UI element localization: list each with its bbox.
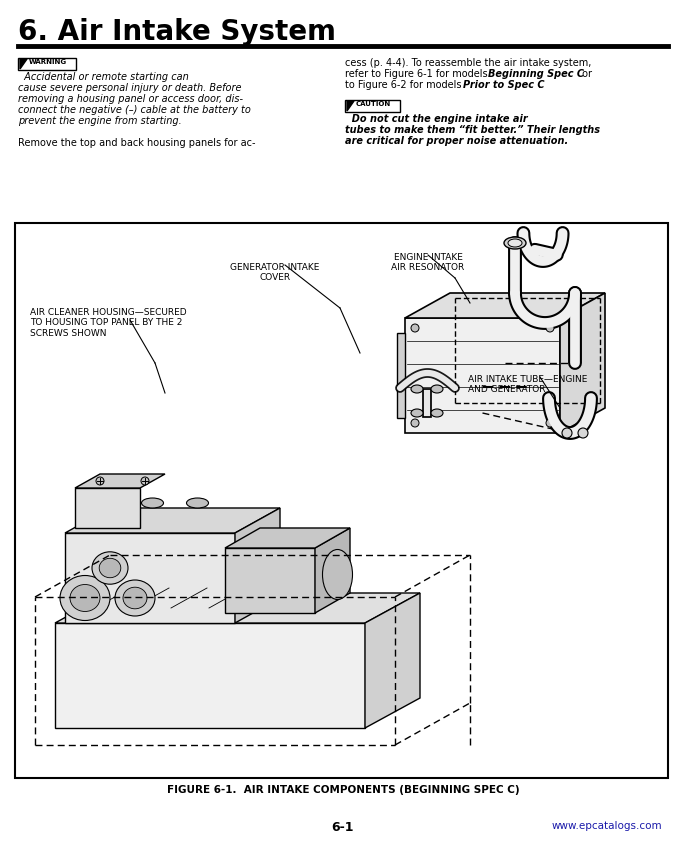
Text: Do not cut the engine intake air: Do not cut the engine intake air <box>345 114 528 124</box>
Polygon shape <box>405 293 605 318</box>
Text: 6-1: 6-1 <box>332 821 354 834</box>
Text: .: . <box>538 80 541 90</box>
Text: WARNING: WARNING <box>29 60 67 66</box>
Ellipse shape <box>97 498 119 508</box>
Text: tubes to make them “fit better.” Their lengths: tubes to make them “fit better.” Their l… <box>345 125 600 135</box>
Text: CAUTION: CAUTION <box>356 102 391 108</box>
Text: Accidental or remote starting can: Accidental or remote starting can <box>18 72 189 82</box>
Circle shape <box>411 419 419 427</box>
Text: 6. Air Intake System: 6. Air Intake System <box>18 18 336 46</box>
Text: FIGURE 6-1.  AIR INTAKE COMPONENTS (BEGINNING SPEC C): FIGURE 6-1. AIR INTAKE COMPONENTS (BEGIN… <box>167 785 519 795</box>
Ellipse shape <box>141 498 163 508</box>
Text: www.epcatalogs.com: www.epcatalogs.com <box>552 821 662 831</box>
Text: or: or <box>579 69 592 79</box>
Ellipse shape <box>123 587 147 608</box>
Text: are critical for proper noise attenuation.: are critical for proper noise attenuatio… <box>345 136 568 146</box>
Text: cause severe personal injury or death. Before: cause severe personal injury or death. B… <box>18 83 241 93</box>
Polygon shape <box>560 293 605 433</box>
Text: AIR CLEANER HOUSING—SECURED
TO HOUSING TOP PANEL BY THE 2
SCREWS SHOWN: AIR CLEANER HOUSING—SECURED TO HOUSING T… <box>30 308 187 337</box>
Polygon shape <box>405 318 560 433</box>
Text: ENGINE INTAKE
AIR RESONATOR: ENGINE INTAKE AIR RESONATOR <box>392 253 464 273</box>
Ellipse shape <box>92 551 128 584</box>
Circle shape <box>96 477 104 485</box>
Text: to Figure 6-2 for models: to Figure 6-2 for models <box>345 80 464 90</box>
Circle shape <box>411 324 419 332</box>
Ellipse shape <box>99 558 121 577</box>
Polygon shape <box>65 533 235 623</box>
Polygon shape <box>20 59 27 69</box>
Polygon shape <box>75 488 140 528</box>
Polygon shape <box>347 101 354 111</box>
Polygon shape <box>55 623 365 728</box>
Circle shape <box>578 428 588 438</box>
Bar <box>18 58 76 70</box>
Ellipse shape <box>60 576 110 620</box>
Polygon shape <box>55 593 420 623</box>
Polygon shape <box>365 593 420 728</box>
Text: Beginning Spec C: Beginning Spec C <box>488 69 584 79</box>
Text: connect the negative (–) cable at the battery to: connect the negative (–) cable at the ba… <box>18 105 251 115</box>
Polygon shape <box>397 333 405 418</box>
Text: removing a housing panel or access door, dis-: removing a housing panel or access door,… <box>18 94 243 104</box>
Text: refer to Figure 6-1 for models: refer to Figure 6-1 for models <box>345 69 490 79</box>
Polygon shape <box>235 508 280 623</box>
Text: prevent the engine from starting.: prevent the engine from starting. <box>18 116 182 126</box>
Text: AIR INTAKE TUBE—ENGINE
AND GENERATOR: AIR INTAKE TUBE—ENGINE AND GENERATOR <box>468 375 587 394</box>
Ellipse shape <box>504 237 526 249</box>
Polygon shape <box>315 528 350 613</box>
Polygon shape <box>65 508 280 533</box>
Circle shape <box>141 477 149 485</box>
Text: Prior to Spec C: Prior to Spec C <box>463 80 545 90</box>
Circle shape <box>546 324 554 332</box>
Ellipse shape <box>322 550 353 600</box>
Ellipse shape <box>508 239 522 247</box>
Polygon shape <box>225 528 350 548</box>
Ellipse shape <box>411 409 423 417</box>
Bar <box>15 223 668 778</box>
Bar <box>345 100 400 112</box>
Text: GENERATOR INTAKE
COVER: GENERATOR INTAKE COVER <box>230 263 320 282</box>
Ellipse shape <box>115 580 155 616</box>
Polygon shape <box>75 474 165 488</box>
Polygon shape <box>225 548 315 613</box>
Ellipse shape <box>431 409 443 417</box>
Text: Remove the top and back housing panels for ac-: Remove the top and back housing panels f… <box>18 138 255 148</box>
Ellipse shape <box>411 385 423 393</box>
Circle shape <box>562 428 572 438</box>
Ellipse shape <box>70 584 100 612</box>
Ellipse shape <box>187 498 209 508</box>
Ellipse shape <box>431 385 443 393</box>
Circle shape <box>546 419 554 427</box>
Text: cess (p. 4-4). To reassemble the air intake system,: cess (p. 4-4). To reassemble the air int… <box>345 58 591 68</box>
